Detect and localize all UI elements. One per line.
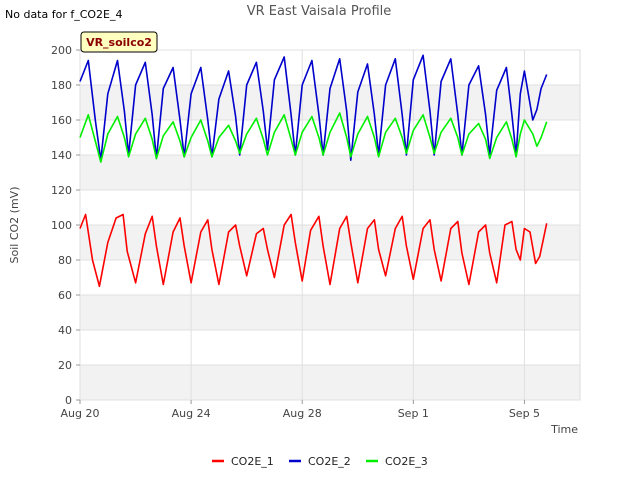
site-label: VR_soilco2 — [86, 36, 152, 49]
page-title: VR East Vaisala Profile — [247, 4, 392, 19]
plot-band — [80, 155, 580, 190]
legend-label: CO2E_3 — [385, 455, 428, 468]
y-tick-label: 120 — [51, 184, 72, 197]
plot-band — [80, 365, 580, 400]
x-tick-label: Sep 5 — [509, 407, 540, 420]
y-axis-label: Soil CO2 (mV) — [8, 187, 21, 264]
plot-band — [80, 225, 580, 260]
axes: 0 20 40 60 80 100 120 140 160 180 200 Aug 20 Aug 24 A… — [51, 44, 540, 420]
series-line-co2e-1 — [79, 213, 548, 288]
x-tick-label: Aug 24 — [172, 407, 211, 420]
y-tick-label: 40 — [58, 324, 72, 337]
y-tick-label: 200 — [51, 44, 72, 57]
plot-background — [79, 49, 581, 401]
plot-band — [80, 330, 580, 365]
y-tick-label: 20 — [58, 359, 72, 372]
plot-band — [80, 260, 580, 295]
y-tick-label: 180 — [51, 79, 72, 92]
y-tick-label: 140 — [51, 149, 72, 162]
y-tick-label: 60 — [58, 289, 72, 302]
plot-band — [80, 190, 580, 225]
series-line-co2e-3 — [79, 112, 548, 163]
series-line-co2e-2 — [79, 54, 548, 161]
plot-band — [80, 50, 580, 85]
y-tick-label: 160 — [51, 114, 72, 127]
y-tick-label: 100 — [51, 219, 72, 232]
grid-lines — [79, 49, 580, 401]
legend: CO2E_1 CO2E_2 CO2E_3 — [212, 455, 428, 468]
series-group — [79, 54, 548, 288]
plot-band — [80, 295, 580, 330]
site-label-box: VR_soilco2 — [80, 31, 158, 53]
site-label-background — [80, 31, 158, 53]
y-tick-label: 0 — [65, 394, 72, 407]
nodata-note: No data for f_CO2E_4 — [5, 8, 123, 21]
legend-label: CO2E_2 — [308, 455, 351, 468]
x-axis-label: Time — [550, 423, 578, 436]
y-tick-label: 80 — [58, 254, 72, 267]
legend-label: CO2E_1 — [231, 455, 274, 468]
x-tick-label: Aug 28 — [283, 407, 322, 420]
x-tick-label: Sep 1 — [398, 407, 429, 420]
x-tick-label: Aug 20 — [61, 407, 100, 420]
